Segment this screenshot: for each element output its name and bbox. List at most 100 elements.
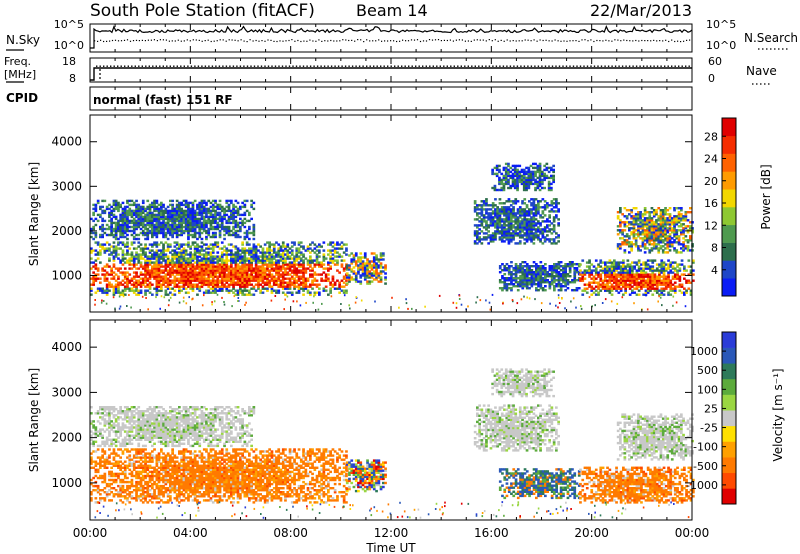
nave-dot: [120, 65, 122, 67]
data-cell: [281, 283, 285, 286]
data-cell: [590, 277, 594, 280]
data-cell: [628, 283, 632, 286]
noise-search-dot: [590, 39, 592, 41]
data-cell: [552, 226, 556, 229]
data-cell: [166, 237, 170, 241]
data-cell: [539, 267, 543, 270]
data-cell: [555, 283, 558, 286]
data-cell: [257, 287, 260, 290]
data-cell: [642, 261, 645, 264]
nave-dot: [380, 65, 382, 67]
data-cell: [94, 203, 98, 207]
data-cell: [284, 281, 287, 284]
data-cell: [160, 211, 163, 215]
data-cell: [230, 255, 233, 258]
data-cell: [501, 287, 504, 290]
data-cell: [498, 220, 502, 223]
data-cell: [193, 273, 197, 276]
data-cell: [171, 199, 174, 203]
data-cell: [538, 164, 542, 168]
data-cell: [232, 219, 235, 223]
data-cell: [173, 271, 177, 274]
data-cell: [105, 247, 109, 250]
data-cell: [160, 289, 163, 292]
data-cell: [151, 227, 154, 231]
data-cell: [379, 256, 383, 259]
data-cell: [164, 211, 168, 215]
data-cell: [182, 285, 186, 288]
data-cell: [379, 262, 383, 265]
data-cell: [193, 283, 197, 286]
data-cell: [216, 259, 220, 262]
data-cell: [555, 216, 558, 219]
data-cell: [241, 263, 244, 266]
data-cell: [507, 216, 511, 219]
data-cell: [302, 287, 305, 290]
data-cell: [532, 216, 536, 219]
data-cell: [153, 273, 156, 276]
data-cell: [286, 273, 290, 276]
data-cell: [112, 277, 116, 280]
data-cell: [243, 205, 247, 209]
data-cell: [613, 277, 616, 280]
data-cell: [507, 222, 511, 225]
data-cell: [254, 277, 258, 280]
data-cell: [309, 293, 312, 296]
data-cell: [232, 267, 235, 270]
data-cell: [139, 219, 143, 223]
data-cell: [121, 219, 125, 223]
data-cell: [495, 188, 499, 192]
data-cell: [516, 176, 519, 180]
data-cell: [566, 281, 570, 284]
data-cell: [126, 245, 129, 248]
data-cell: [202, 261, 206, 264]
data-cell: [225, 219, 229, 223]
data-cell: [646, 273, 650, 276]
data-cell: [198, 205, 202, 209]
data-cell: [617, 287, 621, 290]
data-cell: [521, 236, 524, 239]
data-cell: [329, 249, 332, 252]
data-cell: [148, 221, 152, 225]
data-cell: [653, 275, 657, 278]
data-cell: [511, 180, 515, 184]
data-cell: [507, 242, 511, 245]
data-cell: [498, 267, 502, 270]
data-cell: [368, 280, 372, 283]
data-cell: [363, 264, 367, 267]
data-cell: [637, 267, 641, 270]
nave-dot: [551, 65, 554, 67]
data-cell: [112, 251, 116, 254]
noise-search-dot: [680, 41, 682, 43]
data-cell: [552, 168, 555, 172]
data-cell: [191, 285, 195, 288]
data-cell: [123, 281, 127, 284]
data-cell: [544, 275, 547, 278]
data-cell: [509, 236, 513, 239]
data-cell: [214, 245, 217, 248]
data-cell: [550, 283, 554, 286]
noise-search-dot: [258, 40, 260, 42]
nave-dot: [488, 65, 491, 67]
data-cell: [218, 285, 222, 288]
data-cell: [225, 263, 229, 266]
data-cell: [608, 289, 612, 292]
data-cell: [510, 279, 513, 282]
data-cell: [543, 176, 546, 180]
data-cell: [225, 267, 229, 270]
data-cell: [277, 285, 281, 288]
data-cell: [320, 261, 323, 264]
data-cell: [579, 273, 582, 276]
data-cell: [575, 271, 579, 274]
noise-search-dot: [515, 40, 517, 42]
data-cell: [157, 265, 161, 268]
noise-search-dot: [246, 41, 248, 43]
data-cell: [153, 199, 156, 203]
noise-search-dot: [339, 40, 341, 42]
data-cell: [270, 255, 274, 258]
data-cell: [544, 277, 547, 280]
data-cell: [548, 224, 551, 227]
data-cell: [370, 252, 374, 255]
data-cell: [121, 283, 125, 286]
data-cell: [528, 283, 531, 286]
